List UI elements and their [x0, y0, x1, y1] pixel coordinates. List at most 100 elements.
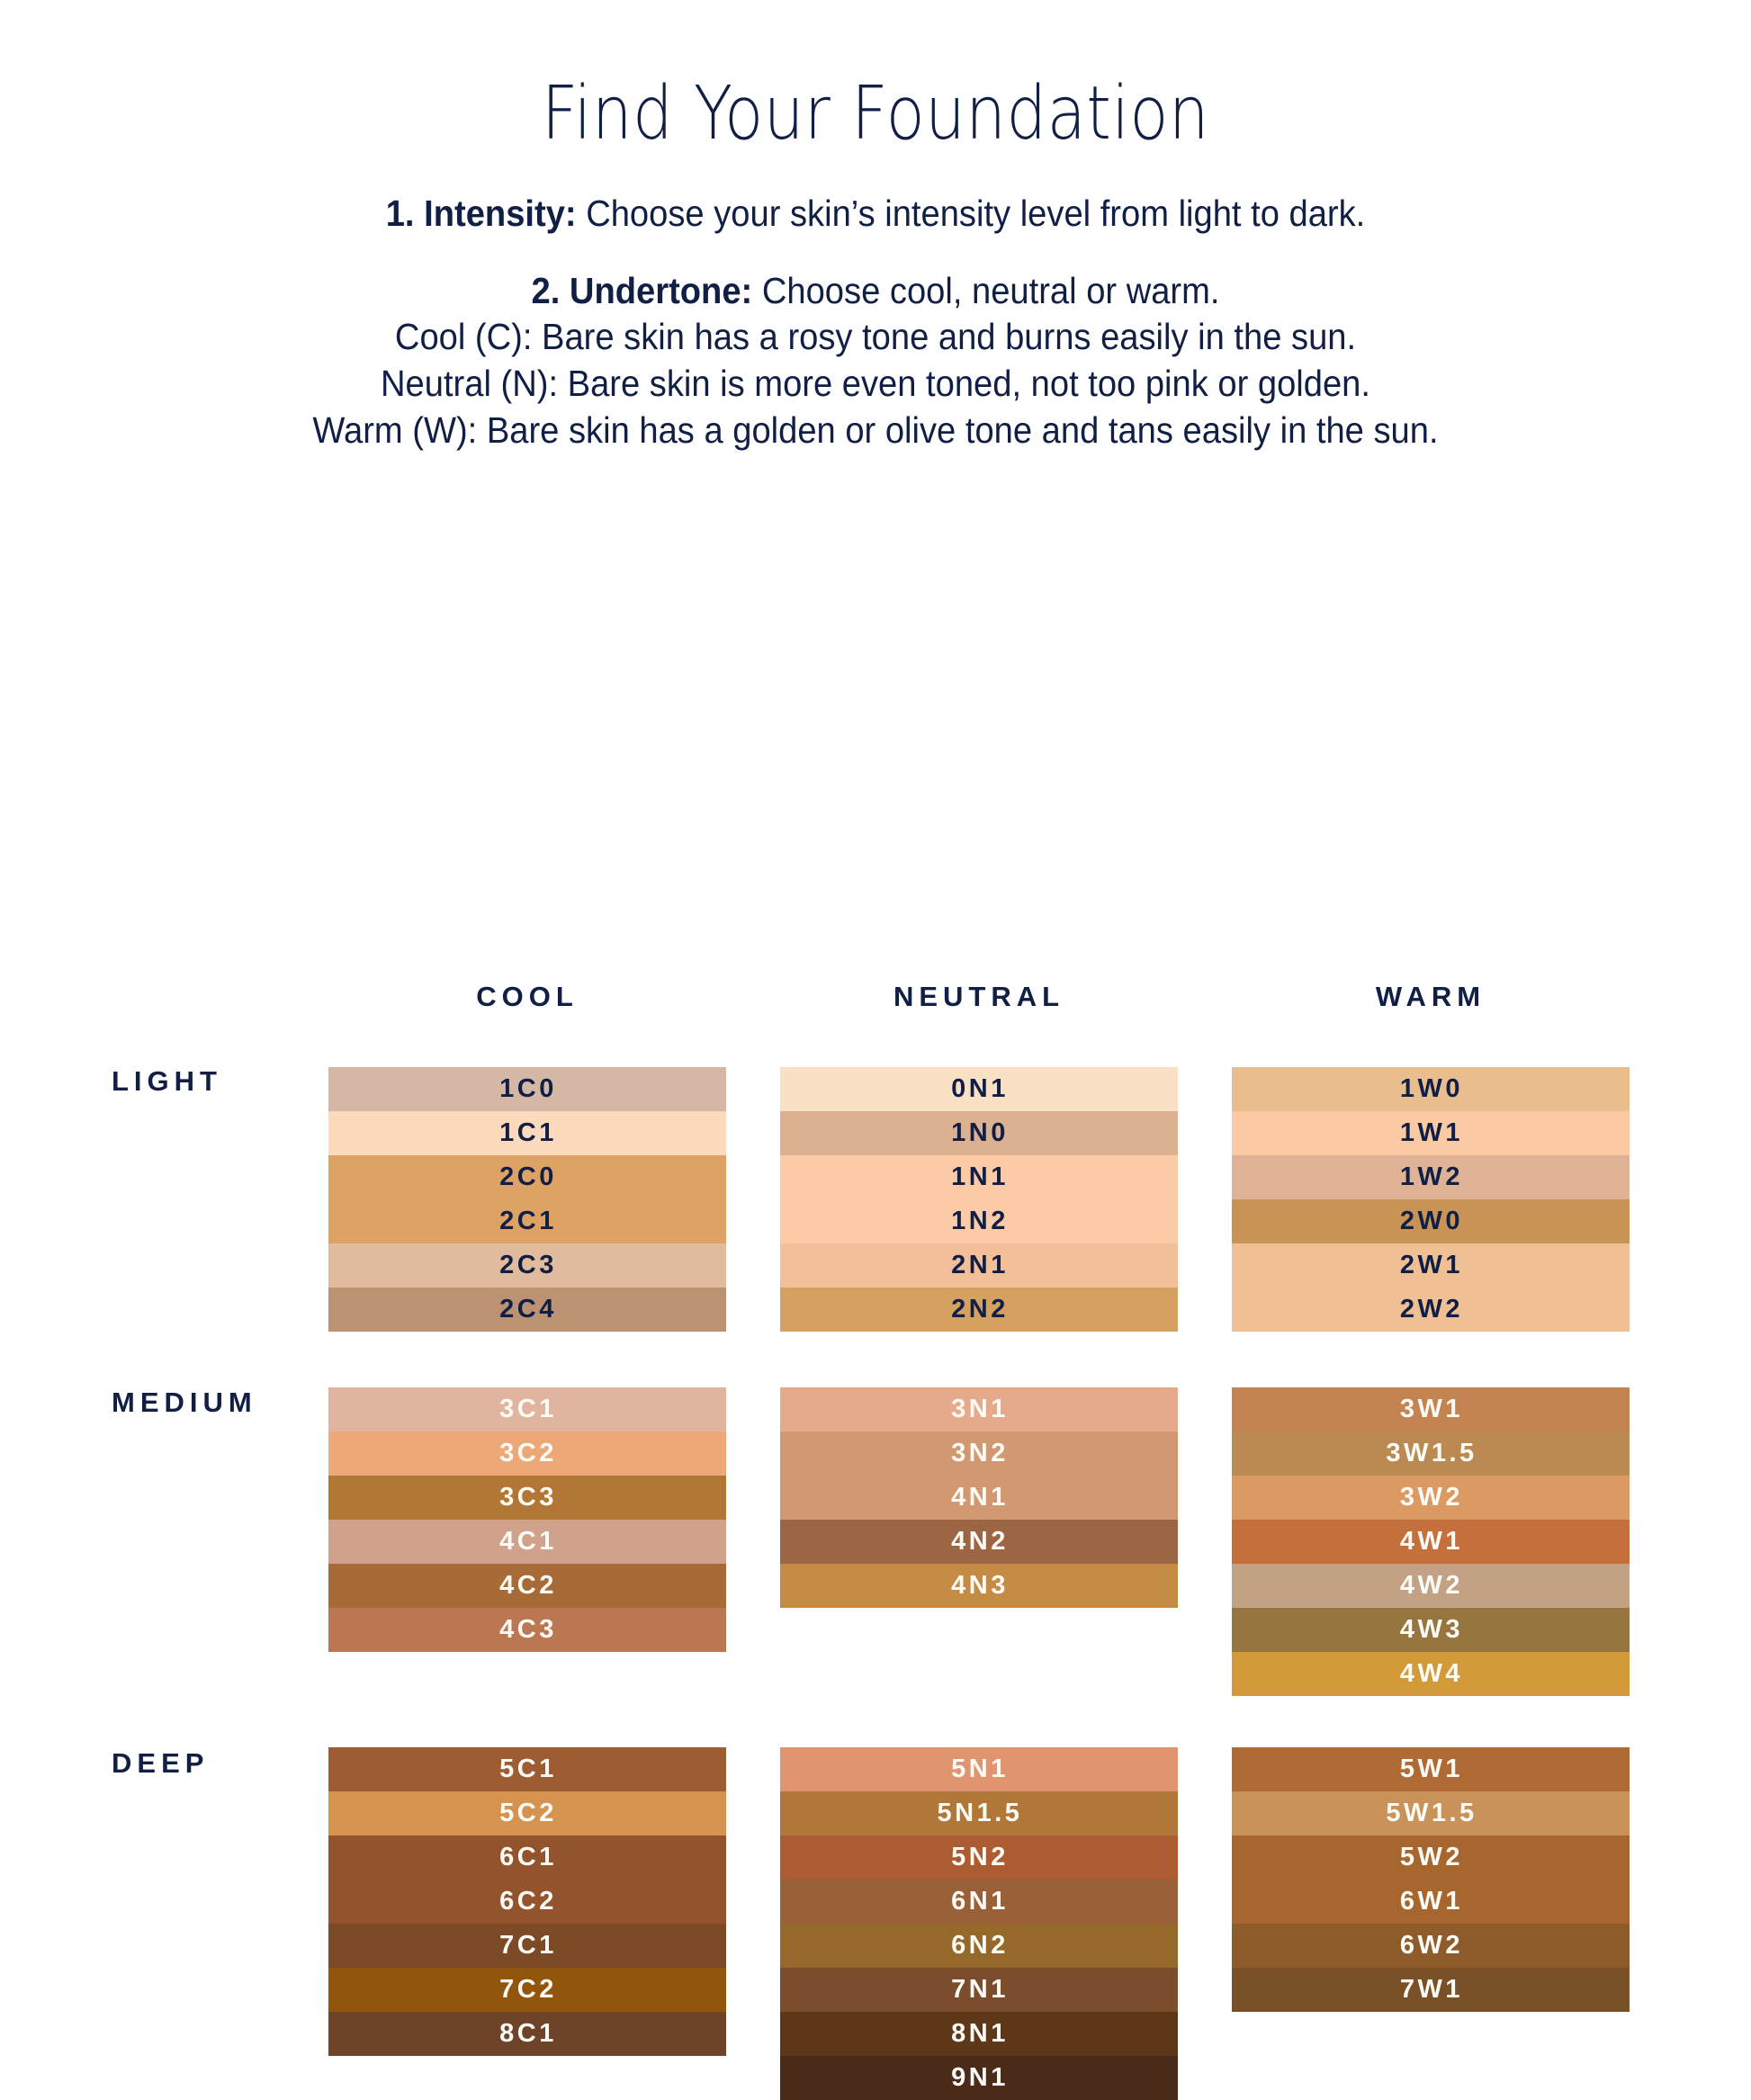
shade-swatch[interactable]: 5W1	[1232, 1747, 1630, 1792]
shade-label: 8N1	[951, 2019, 1009, 2049]
shade-swatch[interactable]: 3C2	[328, 1431, 726, 1476]
shade-swatch[interactable]: 4W3	[1232, 1608, 1630, 1653]
shade-label: 1C1	[499, 1118, 557, 1148]
shade-label: 9N1	[951, 2063, 1009, 2093]
shade-label: 3W2	[1399, 1483, 1464, 1512]
shade-label: 5N1	[951, 1754, 1009, 1784]
shade-swatch[interactable]: 3C1	[328, 1387, 726, 1432]
shade-label: 4N1	[951, 1483, 1009, 1512]
column-header-cool: COOL	[476, 981, 579, 1013]
shade-swatch[interactable]: 3W1.5	[1232, 1431, 1630, 1476]
shade-swatch[interactable]: 7W1	[1232, 1968, 1630, 2013]
swatch-group-medium-warm: 3W1 3W1.5 3W2 4W1 4W2 4W3 4W4	[1232, 1387, 1630, 1697]
shade-label: 2N1	[951, 1251, 1009, 1280]
shade-swatch[interactable]: 3C3	[328, 1476, 726, 1521]
step-2-label: 2. Undertone:	[531, 269, 753, 311]
shade-label: 5C1	[499, 1754, 557, 1784]
shade-label: 3C3	[499, 1483, 557, 1512]
shade-swatch[interactable]: 5W2	[1232, 1835, 1630, 1880]
shade-swatch[interactable]: 4W4	[1232, 1652, 1630, 1697]
shade-swatch[interactable]: 4W1	[1232, 1520, 1630, 1565]
shade-label: 5N1.5	[937, 1799, 1023, 1828]
shade-swatch[interactable]: 7C2	[328, 1968, 726, 2013]
shade-swatch[interactable]: 2N2	[780, 1288, 1178, 1333]
shade-label: 4W2	[1399, 1571, 1464, 1601]
shade-label: 5W1	[1399, 1754, 1464, 1784]
shade-swatch[interactable]: 3N2	[780, 1431, 1178, 1476]
shade-swatch[interactable]: 7C1	[328, 1924, 726, 1969]
undertone-warm-description: Warm (W): Bare skin has a golden or oliv…	[312, 408, 1439, 451]
shade-swatch[interactable]: 4N2	[780, 1520, 1178, 1565]
swatch-group-light-warm: 1W0 1W1 1W2 2W0 2W1 2W2	[1232, 1067, 1630, 1333]
shade-swatch[interactable]: 2C0	[328, 1155, 726, 1200]
shade-swatch[interactable]: 6W1	[1232, 1880, 1630, 1925]
shade-swatch[interactable]: 2W2	[1232, 1288, 1630, 1333]
swatch-group-medium-cool: 3C1 3C2 3C3 4C1 4C2 4C3	[328, 1387, 726, 1653]
swatch-group-light-cool: 1C0 1C1 2C0 2C1 2C3 2C4	[328, 1067, 726, 1333]
undertone-cool-description: Cool (C): Bare skin has a rosy tone and …	[394, 316, 1357, 358]
shade-swatch[interactable]: 2C3	[328, 1243, 726, 1288]
shade-swatch[interactable]: 6C1	[328, 1835, 726, 1880]
shade-swatch[interactable]: 6C2	[328, 1880, 726, 1925]
shade-label: 6N2	[951, 1931, 1009, 1961]
swatch-group-light-neutral: 0N1 1N0 1N1 1N2 2N1 2N2	[780, 1067, 1178, 1333]
shade-swatch[interactable]: 4C1	[328, 1520, 726, 1565]
shade-swatch[interactable]: 1W0	[1232, 1067, 1630, 1112]
shade-swatch[interactable]: 2C1	[328, 1199, 726, 1244]
shade-label: 2W1	[1399, 1251, 1464, 1280]
step-1-text: Choose your skin’s intensity level from …	[576, 193, 1366, 234]
shade-label: 3W1.5	[1386, 1439, 1477, 1468]
shade-swatch[interactable]: 8N1	[780, 2012, 1178, 2057]
shade-swatch[interactable]: 3W1	[1232, 1387, 1630, 1432]
shade-swatch[interactable]: 6W2	[1232, 1924, 1630, 1969]
shade-swatch[interactable]: 1C0	[328, 1067, 726, 1112]
shade-swatch[interactable]: 3N1	[780, 1387, 1178, 1432]
shade-swatch[interactable]: 5N1.5	[780, 1791, 1178, 1836]
shade-swatch[interactable]: 2C4	[328, 1288, 726, 1333]
shade-swatch[interactable]: 1W1	[1232, 1111, 1630, 1156]
shade-label: 3C1	[499, 1395, 557, 1424]
shade-swatch[interactable]: 1N1	[780, 1155, 1178, 1200]
shade-swatch[interactable]: 9N1	[780, 2056, 1178, 2100]
instruction-step-2: 2. Undertone: Choose cool, neutral or wa…	[61, 268, 1690, 315]
shade-label: 4C2	[499, 1571, 557, 1601]
shade-swatch[interactable]: 5W1.5	[1232, 1791, 1630, 1836]
shade-swatch[interactable]: 0N1	[780, 1067, 1178, 1112]
shade-swatch[interactable]: 2W0	[1232, 1199, 1630, 1244]
instruction-step-1: 1. Intensity: Choose your skin’s intensi…	[61, 191, 1690, 238]
swatch-group-deep-neutral: 5N1 5N1.5 5N2 6N1 6N2 7N1 8N1 9N1	[780, 1747, 1178, 2100]
shade-label: 0N1	[951, 1074, 1009, 1104]
shade-swatch[interactable]: 3W2	[1232, 1476, 1630, 1521]
shade-swatch[interactable]: 2N1	[780, 1243, 1178, 1288]
shade-swatch[interactable]: 5N1	[780, 1747, 1178, 1792]
page-header: Find Your Foundation 1. Intensity: Choos…	[0, 0, 1751, 453]
shade-swatch[interactable]: 2W1	[1232, 1243, 1630, 1288]
row-label-light: LIGHT	[112, 1065, 222, 1098]
row-label-deep: DEEP	[112, 1747, 210, 1780]
shade-swatch[interactable]: 4N3	[780, 1564, 1178, 1609]
shade-swatch[interactable]: 4C2	[328, 1564, 726, 1609]
shade-label: 2W0	[1399, 1207, 1464, 1236]
shade-swatch[interactable]: 4N1	[780, 1476, 1178, 1521]
shade-label: 2C0	[499, 1162, 557, 1192]
shade-label: 7W1	[1399, 1975, 1464, 2005]
shade-swatch[interactable]: 5C2	[328, 1791, 726, 1836]
shade-swatch[interactable]: 5C1	[328, 1747, 726, 1792]
shade-swatch[interactable]: 4W2	[1232, 1564, 1630, 1609]
shade-label: 1C0	[499, 1074, 557, 1104]
shade-label: 5W1.5	[1386, 1799, 1477, 1828]
step-1-label: 1. Intensity:	[385, 193, 577, 234]
shade-swatch[interactable]: 8C1	[328, 2012, 726, 2057]
shade-swatch[interactable]: 1W2	[1232, 1155, 1630, 1200]
shade-swatch[interactable]: 1N0	[780, 1111, 1178, 1156]
shade-swatch[interactable]: 1N2	[780, 1199, 1178, 1244]
shade-swatch[interactable]: 7N1	[780, 1968, 1178, 2013]
undertone-neutral-description: Neutral (N): Bare skin is more even tone…	[381, 362, 1370, 404]
shade-swatch[interactable]: 6N2	[780, 1924, 1178, 1969]
shade-swatch[interactable]: 4C3	[328, 1608, 726, 1653]
shade-swatch[interactable]: 1C1	[328, 1111, 726, 1156]
shade-swatch[interactable]: 6N1	[780, 1880, 1178, 1925]
shade-swatch[interactable]: 5N2	[780, 1835, 1178, 1880]
shade-label: 4N3	[951, 1571, 1009, 1601]
